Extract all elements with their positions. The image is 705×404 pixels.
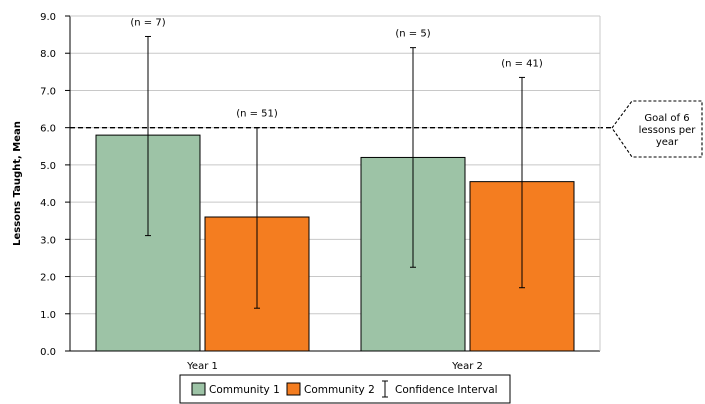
legend-label: Community 2 [304,384,375,396]
x-axis-category-labels: Year 1 Year 2 [186,361,483,372]
axes [69,15,601,352]
bars [95,134,575,352]
error-bar [145,35,151,237]
n-label: (n = 7) [130,17,165,28]
y-tick-label: 0.0 [40,347,56,358]
y-tick-label: 3.0 [40,235,56,246]
n-label: (n = 5) [395,29,430,40]
y-tick-label: 9.0 [40,12,56,23]
x-tick-label: Year 2 [451,361,483,372]
y-tick-label: 7.0 [40,86,56,97]
goal-callout-text: Goal of 6 [644,113,689,124]
goal-callout-text: year [656,137,679,148]
y-tick-label: 6.0 [40,124,56,135]
legend-swatch [191,382,206,396]
y-tick-label: 5.0 [40,161,56,172]
y-tick-label: 8.0 [40,49,56,60]
y-tick-label: 1.0 [40,310,56,321]
n-labels: (n = 7) (n = 51) (n = 5) (n = 41) [130,17,543,119]
legend-box [179,374,511,404]
y-axis-label: Lessons Taught, Mean [12,121,23,246]
error-bar [519,76,525,289]
n-label: (n = 51) [236,109,278,120]
y-axis-ticks: 0.0 1.0 2.0 3.0 4.0 5.0 6.0 7.0 8.0 9.0 [40,12,70,358]
legend-label: Community 1 [209,384,280,396]
legend-swatch [286,382,301,396]
y-tick-label: 2.0 [40,273,56,284]
legend: Community 1 Community 2 Confidence Interva… [179,374,511,404]
error-bar [254,127,260,309]
n-label: (n = 41) [501,58,543,69]
error-bar [410,47,416,268]
goal-callout-box [611,100,703,158]
legend-label: Confidence Interval [395,384,498,396]
y-tick-label: 4.0 [40,198,56,209]
x-tick-label: Year 1 [186,361,218,372]
confidence-interval-icon [382,380,388,398]
goal-callout-text: lessons per [639,125,697,136]
error-bars [145,35,525,309]
